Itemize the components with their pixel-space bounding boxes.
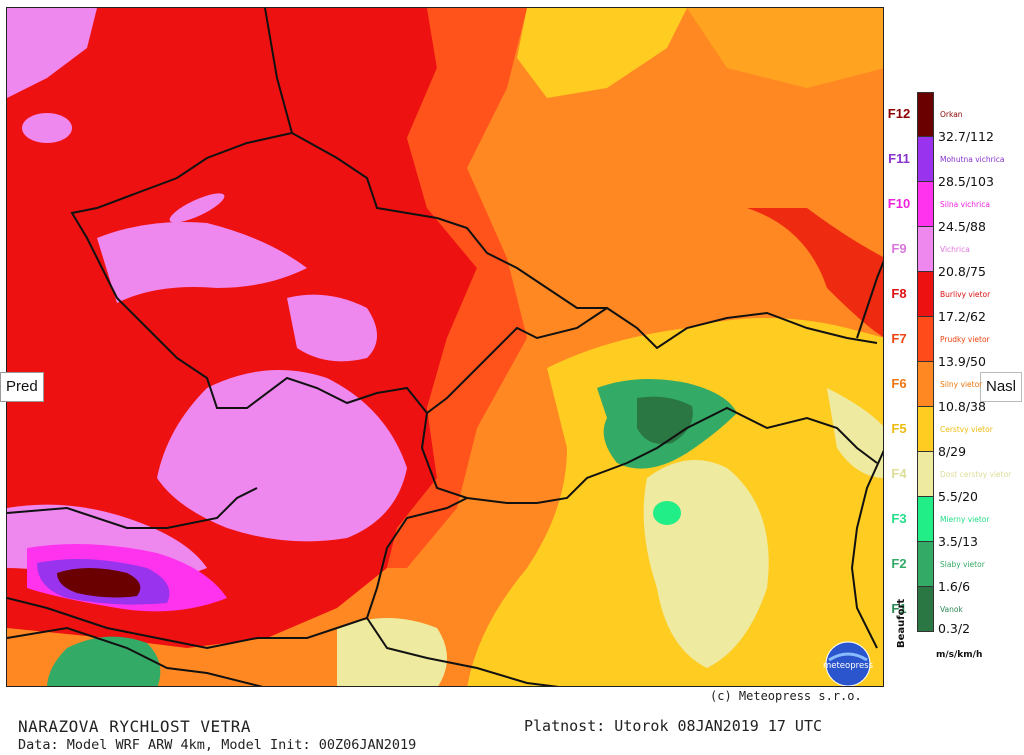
f9-patch-2	[169, 193, 225, 223]
map-title: NARAZOVA RYCHLOST VETRA	[18, 717, 252, 736]
beaufort-f9: F9	[891, 241, 907, 256]
f4-zone-south	[337, 618, 447, 686]
legend-cell-f8	[917, 272, 934, 317]
threshold-f3: 3.5/13	[938, 534, 978, 549]
meteopress-logo: meteopress	[823, 641, 874, 686]
copyright: (c) Meteopress s.r.o.	[710, 689, 862, 703]
f9-zone-2	[157, 370, 407, 542]
class-name-f7: Prudky vietor	[940, 335, 990, 344]
legend-cell-f5	[917, 407, 934, 452]
beaufort-f4: F4	[891, 466, 907, 481]
threshold-f6: 10.8/38	[938, 399, 986, 414]
class-name-f6: Silny vietor	[940, 380, 983, 389]
threshold-f2: 1.6/6	[938, 579, 971, 594]
legend-cell-f10	[917, 182, 934, 227]
beaufort-f7: F7	[891, 331, 907, 346]
f2-zone-south	[47, 636, 161, 686]
class-name-f3: Mierny vietor	[940, 515, 990, 524]
f4-zone-east	[827, 388, 883, 478]
prev-button[interactable]: Pred	[0, 372, 44, 402]
f8-zone-east	[747, 208, 883, 337]
legend-color-scale	[917, 92, 934, 632]
model-info: Data: Model WRF ARW 4km, Model Init: 00Z…	[18, 737, 417, 753]
beaufort-f3: F3	[891, 511, 907, 526]
threshold-f5: 8/29	[938, 444, 967, 459]
threshold-f4: 5.5/20	[938, 489, 978, 504]
beaufort-f2: F2	[891, 556, 907, 571]
f9-zone	[97, 222, 307, 303]
legend-cell-f3	[917, 497, 934, 542]
beaufort-f12: F12	[887, 106, 911, 121]
beaufort-f11: F11	[888, 151, 910, 166]
legend-cell-f2	[917, 542, 934, 587]
legend-cell-f4	[917, 452, 934, 497]
class-name-f9: Vichrica	[940, 245, 970, 254]
legend-cell-f11	[917, 137, 934, 182]
legend-cell-f12	[917, 92, 934, 137]
class-name-f10: Silna vichrica	[940, 200, 990, 209]
f2-zone	[637, 396, 693, 444]
wind-gust-map: meteopress	[6, 7, 884, 687]
map-canvas	[7, 8, 883, 686]
f9-patch	[22, 113, 72, 143]
legend-cell-f7	[917, 317, 934, 362]
svg-text:meteopress: meteopress	[823, 661, 874, 671]
threshold-f10: 24.5/88	[938, 219, 986, 234]
f5-zone-ne	[687, 8, 883, 88]
legend-cell-f6	[917, 362, 934, 407]
f9-zone-3	[287, 294, 377, 362]
legend-cell-f9	[917, 227, 934, 272]
f7-zone	[387, 8, 527, 568]
class-name-f1: Vanok	[940, 605, 963, 614]
beaufort-caption: Beaufort	[896, 598, 907, 648]
f9-zone-nw	[7, 8, 97, 98]
threshold-f9: 20.8/75	[938, 264, 986, 279]
class-name-f2: Slaby vietor	[940, 560, 985, 569]
beaufort-f1: F1	[891, 601, 907, 616]
class-name-f4: Dost cerstvy vietor	[940, 470, 1012, 479]
f5-zone-north	[517, 8, 687, 98]
f3-patch	[653, 501, 681, 525]
threshold-f12: 32.7/112	[938, 129, 994, 144]
class-name-f12: Orkan	[940, 110, 963, 119]
threshold-f8: 17.2/62	[938, 309, 986, 324]
class-name-f5: Cerstvy vietor	[940, 425, 993, 434]
class-name-f11: Mohutna vichrica	[940, 155, 1005, 164]
beaufort-f8: F8	[891, 286, 907, 301]
class-name-f8: Burlivy vietor	[940, 290, 991, 299]
beaufort-f6: F6	[891, 376, 907, 391]
threshold-f11: 28.5/103	[938, 174, 994, 189]
threshold-f7: 13.9/50	[938, 354, 986, 369]
validity-time: Platnost: Utorok 08JAN2019 17 UTC	[524, 717, 823, 735]
f12-zone	[57, 568, 141, 598]
threshold-f1: 0.3/2	[938, 621, 971, 636]
beaufort-f5: F5	[891, 421, 907, 436]
country-borders	[7, 8, 883, 686]
beaufort-f10: F10	[887, 196, 911, 211]
legend-cell-f1	[917, 587, 934, 632]
next-button[interactable]: Nasl	[980, 372, 1023, 402]
units-label: m/s/km/h	[936, 650, 983, 660]
